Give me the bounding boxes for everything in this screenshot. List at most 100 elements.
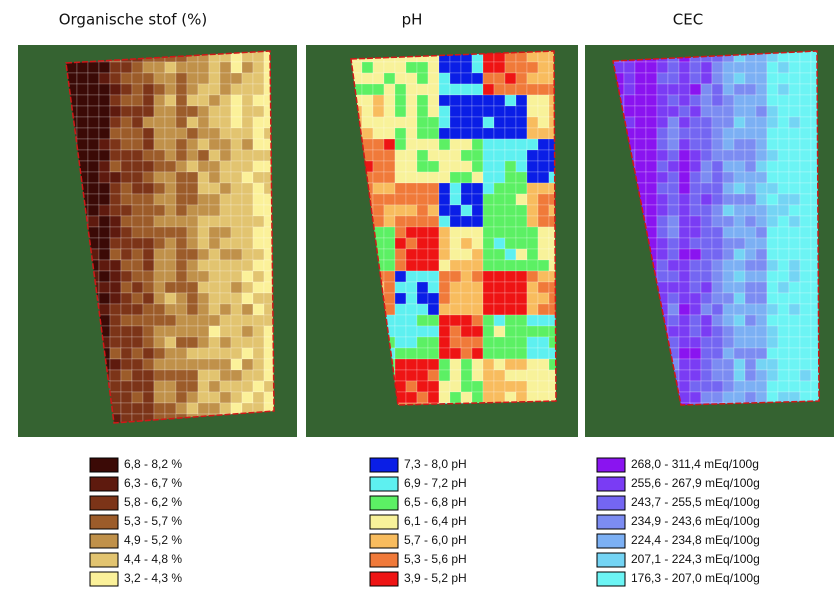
field-cell xyxy=(242,194,253,205)
field-cell xyxy=(527,326,538,337)
field-cell xyxy=(472,304,483,315)
field-cell xyxy=(657,84,668,95)
field-cell xyxy=(428,260,439,271)
field-cell xyxy=(701,150,712,161)
legend-label: 4,4 - 4,8 % xyxy=(124,552,182,566)
legend-swatch xyxy=(90,534,118,548)
field-cell xyxy=(800,315,811,326)
field-cell xyxy=(789,161,800,172)
field-cell xyxy=(483,249,494,260)
field-cell xyxy=(143,359,154,370)
field-cell xyxy=(428,315,439,326)
field-cell xyxy=(428,128,439,139)
field-cell xyxy=(198,73,209,84)
field-cell xyxy=(516,95,527,106)
field-cell xyxy=(516,128,527,139)
field-cell xyxy=(176,227,187,238)
field-cell xyxy=(538,194,549,205)
legend-swatch xyxy=(90,458,118,472)
field-cell xyxy=(242,227,253,238)
field-cell xyxy=(176,216,187,227)
field-cell xyxy=(723,128,734,139)
field-cell xyxy=(657,249,668,260)
field-cell xyxy=(483,128,494,139)
field-cell xyxy=(527,106,538,117)
field-cell xyxy=(712,216,723,227)
field-cell xyxy=(789,117,800,128)
field-cell xyxy=(472,161,483,172)
field-cell xyxy=(417,216,428,227)
field-cell xyxy=(745,117,756,128)
field-cell xyxy=(668,282,679,293)
field-cell xyxy=(198,359,209,370)
field-cell xyxy=(668,205,679,216)
field-cell xyxy=(395,359,406,370)
field-cell xyxy=(800,73,811,84)
field-cell xyxy=(527,315,538,326)
field-cell xyxy=(505,227,516,238)
field-cell xyxy=(657,139,668,150)
field-cell xyxy=(461,150,472,161)
legend-swatch xyxy=(90,572,118,586)
field-cell xyxy=(395,194,406,205)
field-cell xyxy=(734,238,745,249)
field-cell xyxy=(450,117,461,128)
field-cell xyxy=(712,381,723,392)
field-cell xyxy=(439,282,450,293)
field-cell xyxy=(527,73,538,84)
field-cell xyxy=(734,128,745,139)
field-cell xyxy=(242,95,253,106)
field-cell xyxy=(77,106,88,117)
field-cell xyxy=(461,73,472,84)
field-cell xyxy=(745,359,756,370)
field-cell xyxy=(143,315,154,326)
field-cell xyxy=(428,183,439,194)
field-cell xyxy=(516,381,527,392)
field-cell xyxy=(176,282,187,293)
field-cell xyxy=(110,282,121,293)
field-cell xyxy=(176,370,187,381)
field-cell xyxy=(690,249,701,260)
field-cell xyxy=(756,205,767,216)
field-cell xyxy=(110,249,121,260)
field-cell xyxy=(176,139,187,150)
field-cell xyxy=(373,172,384,183)
field-cell xyxy=(187,359,198,370)
legend-label: 243,7 - 255,5 mEq/100g xyxy=(631,495,760,509)
field-cell xyxy=(483,304,494,315)
field-cell xyxy=(756,62,767,73)
field-cell xyxy=(767,227,778,238)
field-cell xyxy=(439,128,450,139)
field-cell xyxy=(231,359,242,370)
field-cell xyxy=(668,315,679,326)
field-cell xyxy=(690,359,701,370)
legend-label: 3,2 - 4,3 % xyxy=(124,571,182,585)
field-cell xyxy=(406,139,417,150)
field-cell xyxy=(373,183,384,194)
field-cell xyxy=(505,128,516,139)
field-cell xyxy=(668,95,679,106)
field-cell xyxy=(165,117,176,128)
field-cell xyxy=(198,260,209,271)
field-cell xyxy=(99,95,110,106)
field-cell xyxy=(734,117,745,128)
field-cell xyxy=(77,117,88,128)
field-cell xyxy=(77,62,88,73)
field-cell xyxy=(538,249,549,260)
field-cell xyxy=(657,194,668,205)
field-cell xyxy=(701,304,712,315)
field-cell xyxy=(154,249,165,260)
field-cell xyxy=(657,172,668,183)
field-cell xyxy=(690,282,701,293)
field-cell xyxy=(635,84,646,95)
field-cell xyxy=(395,260,406,271)
field-cell xyxy=(657,62,668,73)
field-cell xyxy=(110,271,121,282)
field-cell xyxy=(516,227,527,238)
field-cell xyxy=(690,337,701,348)
field-cell xyxy=(701,128,712,139)
field-cell xyxy=(242,139,253,150)
field-cell xyxy=(450,271,461,282)
field-cell xyxy=(789,84,800,95)
field-cell xyxy=(253,161,264,172)
